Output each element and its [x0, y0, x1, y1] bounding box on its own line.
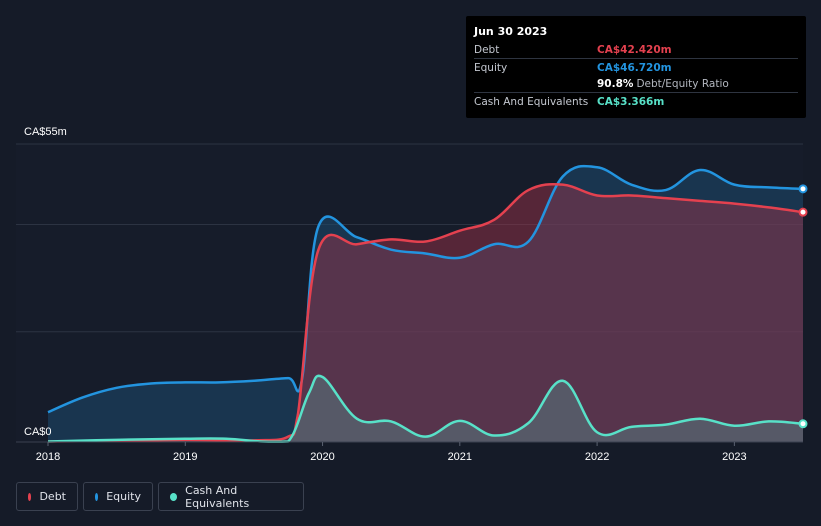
debt-end-marker[interactable]	[798, 207, 808, 217]
tooltip-ratio-label: Debt/Equity Ratio	[636, 78, 729, 90]
debt-area	[48, 184, 803, 443]
equity-area	[48, 166, 803, 442]
tooltip-ratio-value: 90.8%	[597, 78, 634, 90]
y-axis-top-label: CA$55m	[24, 126, 67, 138]
tooltip-cash-value: CA$3.366m	[597, 96, 665, 108]
tooltip-equity-row: Equity CA$46.720m	[474, 58, 798, 75]
legend-item-equity[interactable]: Equity	[83, 482, 153, 511]
legend-debt-label: Debt	[39, 490, 66, 503]
tooltip-equity-label: Equity	[474, 62, 508, 74]
x-tick-label-2018: 2018	[36, 451, 60, 463]
legend-item-debt[interactable]: Debt	[16, 482, 78, 511]
equity-line[interactable]	[47, 164, 804, 414]
cash-dot-icon	[170, 492, 178, 501]
legend-equity-label: Equity	[106, 490, 141, 503]
tooltip-debt-label: Debt	[474, 44, 500, 56]
cash-end-marker[interactable]	[798, 419, 808, 429]
debt-dot-icon	[28, 492, 32, 501]
equity-end-marker[interactable]	[798, 184, 808, 194]
x-tick-label-2022: 2022	[585, 451, 609, 463]
equity-dot-icon	[95, 492, 99, 501]
cash-area	[48, 375, 803, 442]
tooltip-cash-row: Cash And Equivalents CA$3.366m	[474, 92, 798, 109]
y-axis-bottom-label: CA$0	[24, 426, 52, 438]
legend-cash-label: Cash And Equivalents	[185, 483, 250, 510]
x-tick-label-2020: 2020	[310, 451, 334, 463]
tooltip-date: Jun 30 2023	[474, 25, 548, 38]
cash-line[interactable]	[47, 374, 804, 444]
tooltip-debt-row: Debt CA$42.420m	[474, 41, 798, 58]
tooltip-panel: Jun 30 2023 Debt CA$42.420m Equity CA$46…	[466, 16, 806, 118]
legend-item-cash[interactable]: Cash And Equivalents	[158, 482, 304, 511]
x-tick-label-2023: 2023	[722, 451, 746, 463]
tooltip-equity-value: CA$46.720m	[597, 62, 672, 74]
tooltip-ratio-row: 90.8% Debt/Equity Ratio	[474, 75, 798, 92]
x-tick-label-2021: 2021	[448, 451, 472, 463]
x-tick-label-2019: 2019	[173, 451, 197, 463]
tooltip-cash-label: Cash And Equivalents	[474, 96, 589, 108]
tooltip-debt-value: CA$42.420m	[597, 44, 672, 56]
